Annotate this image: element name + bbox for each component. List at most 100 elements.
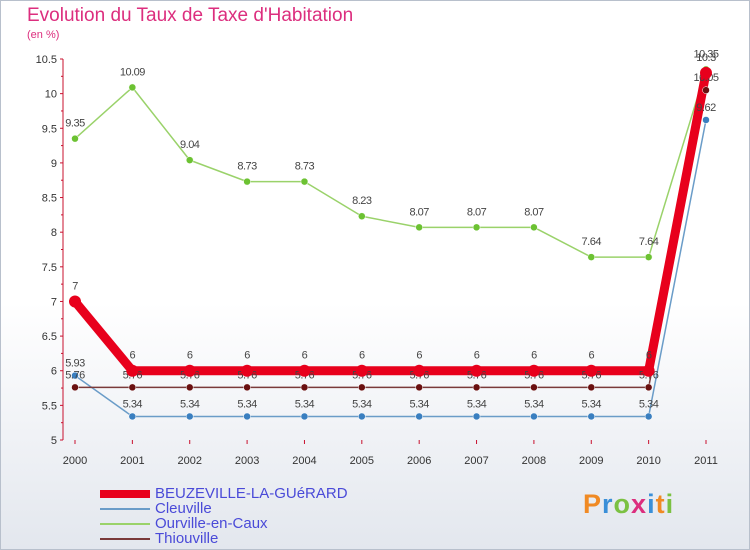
x-tick-label: 2008 [522, 455, 546, 467]
data-label: 5.76 [65, 369, 85, 381]
y-tick-label: 7.5 [42, 262, 57, 274]
legend-item-thiouville: Thiouville [100, 530, 218, 547]
data-label: 6 [416, 350, 422, 362]
legend-item-ourville: Ourville-en-Caux [100, 515, 268, 532]
data-label: 5.34 [237, 398, 257, 410]
data-label: 6 [531, 350, 537, 362]
data-point [700, 66, 712, 79]
x-tick-label: 2011 [694, 455, 718, 467]
x-tick-label: 2009 [579, 455, 603, 467]
data-label: 7.64 [582, 236, 602, 248]
data-point [587, 412, 596, 421]
data-label: 6 [302, 350, 308, 362]
y-tick-label: 5 [51, 435, 57, 447]
series-line [74, 89, 707, 389]
data-label: 9.04 [180, 139, 200, 151]
data-label: 8.73 [295, 161, 315, 173]
data-point [300, 383, 309, 392]
data-point [71, 383, 79, 392]
data-point [587, 383, 596, 392]
data-label: 9.62 [696, 102, 716, 114]
x-tick-label: 2007 [464, 455, 488, 467]
data-point [69, 295, 81, 308]
data-point [128, 83, 137, 92]
data-point [415, 383, 423, 392]
data-point [128, 383, 137, 392]
data-point [472, 412, 481, 421]
data-label: 7.64 [639, 236, 659, 248]
legend-swatch-thiouville [100, 538, 150, 540]
series-line [74, 119, 707, 418]
legend-swatch-cleuville [100, 508, 150, 510]
data-point [298, 364, 311, 377]
data-label: 5.34 [352, 398, 372, 410]
x-tick-label: 2005 [350, 455, 374, 467]
legend-label: Ourville-en-Caux [155, 515, 268, 532]
data-point [644, 253, 653, 261]
y-tick-label: 6 [51, 366, 57, 378]
data-label: 8.23 [352, 195, 372, 207]
y-tick-label: 10 [45, 89, 57, 101]
data-point [585, 364, 598, 377]
data-point [702, 116, 710, 124]
data-label: 5.34 [524, 398, 544, 410]
data-label: 6 [244, 350, 250, 362]
legend-item-cleuville: Cleuville [100, 500, 212, 517]
data-point [355, 364, 368, 377]
data-point [128, 412, 137, 421]
data-label: 6 [359, 350, 365, 362]
x-tick-label: 2000 [63, 455, 87, 467]
data-label: 8.73 [237, 161, 257, 173]
x-tick-label: 2003 [235, 455, 259, 467]
y-tick-label: 8.5 [42, 193, 57, 205]
series-line [74, 68, 707, 258]
data-point [472, 223, 481, 232]
data-label: 10.09 [120, 66, 145, 78]
data-point [530, 412, 538, 421]
data-point [472, 383, 481, 392]
legend-swatch-beuzeville [100, 490, 150, 498]
logo-letter: r [602, 489, 614, 519]
data-point [243, 383, 251, 392]
data-label: 5.93 [65, 358, 85, 370]
data-label: 6 [187, 350, 193, 362]
legend-item-beuzeville: BEUZEVILLE-LA-GUéRARD [100, 485, 348, 502]
legend-swatch-ourville [100, 523, 150, 525]
data-label: 5.34 [467, 398, 487, 410]
data-point [358, 383, 366, 392]
data-label: 5.34 [639, 398, 659, 410]
data-point [415, 412, 423, 421]
x-tick-label: 2006 [407, 455, 431, 467]
series-line [70, 68, 711, 376]
data-label: 6 [646, 350, 652, 362]
data-point [243, 177, 251, 186]
logo-letter: o [613, 489, 632, 519]
x-tick-label: 2002 [177, 455, 201, 467]
data-label: 5.34 [180, 398, 200, 410]
data-label: 10.3 [696, 52, 716, 64]
data-point [644, 412, 653, 421]
data-point [413, 364, 426, 377]
data-label: 9.35 [65, 118, 85, 130]
data-point [415, 223, 423, 232]
data-label: 6 [588, 350, 594, 362]
data-label: 5.34 [582, 398, 602, 410]
data-point [644, 383, 653, 392]
y-axis-ticks: 5 5.5 6 6.5 7 7.5 8 8.5 9 9.5 10 10.5 [36, 54, 63, 447]
data-point [642, 364, 655, 377]
data-point [183, 364, 196, 377]
logo-letter: t [655, 489, 666, 519]
data-label: 5.34 [123, 398, 143, 410]
data-label: 7 [72, 280, 78, 292]
data-point [530, 383, 538, 392]
y-tick-label: 6.5 [42, 331, 57, 343]
chart-subtitle: (en %) [27, 29, 60, 41]
data-point [587, 253, 596, 261]
data-point [185, 156, 194, 164]
y-tick-label: 8 [51, 227, 57, 239]
data-point [702, 86, 710, 94]
data-point [243, 412, 251, 421]
data-point [300, 177, 309, 186]
data-point [300, 412, 309, 421]
